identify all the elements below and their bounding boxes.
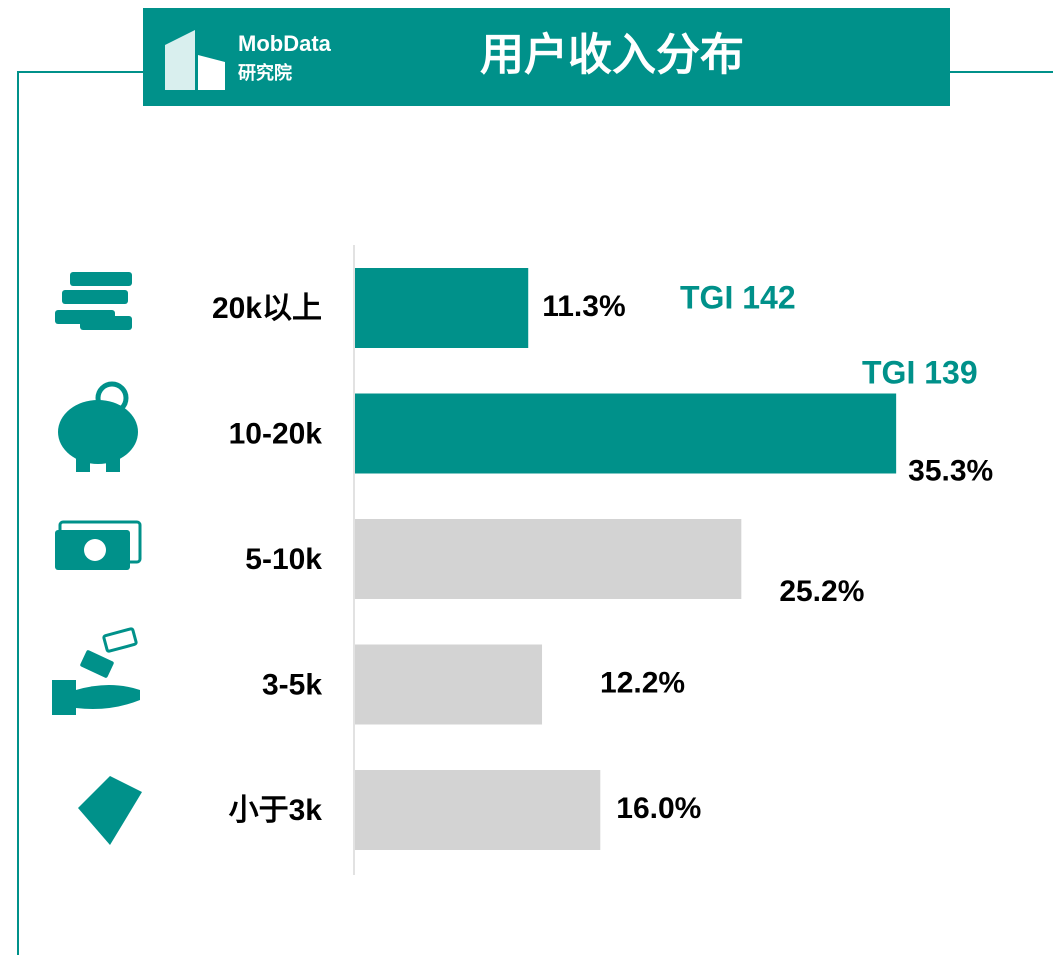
chart-title: 用户收入分布 bbox=[480, 31, 744, 80]
bar bbox=[355, 268, 529, 348]
brand-sub: 研究院 bbox=[238, 62, 292, 83]
category-label: 10-20k bbox=[229, 417, 323, 450]
value-label: 12.2% bbox=[600, 666, 685, 699]
value-label: 25.2% bbox=[779, 575, 864, 608]
frame bbox=[17, 71, 1053, 955]
logo-icon bbox=[165, 30, 225, 90]
header-band bbox=[143, 8, 950, 106]
tgi-annotation: TGI 142 bbox=[680, 279, 796, 315]
value-label: 11.3% bbox=[542, 290, 625, 323]
icons bbox=[52, 272, 142, 845]
bar bbox=[355, 519, 742, 599]
category-label: 20k以上 bbox=[212, 292, 322, 325]
bar bbox=[355, 644, 543, 725]
category-label: 小于3k bbox=[229, 794, 323, 827]
category-label: 5-10k bbox=[245, 543, 322, 576]
category-label: 3-5k bbox=[262, 668, 322, 701]
bar bbox=[355, 770, 601, 850]
value-label: 16.0% bbox=[616, 792, 701, 825]
tgi-annotation: TGI 139 bbox=[862, 354, 978, 390]
brand: MobData bbox=[238, 31, 332, 56]
bar bbox=[355, 393, 897, 474]
value-label: 35.3% bbox=[908, 454, 993, 487]
